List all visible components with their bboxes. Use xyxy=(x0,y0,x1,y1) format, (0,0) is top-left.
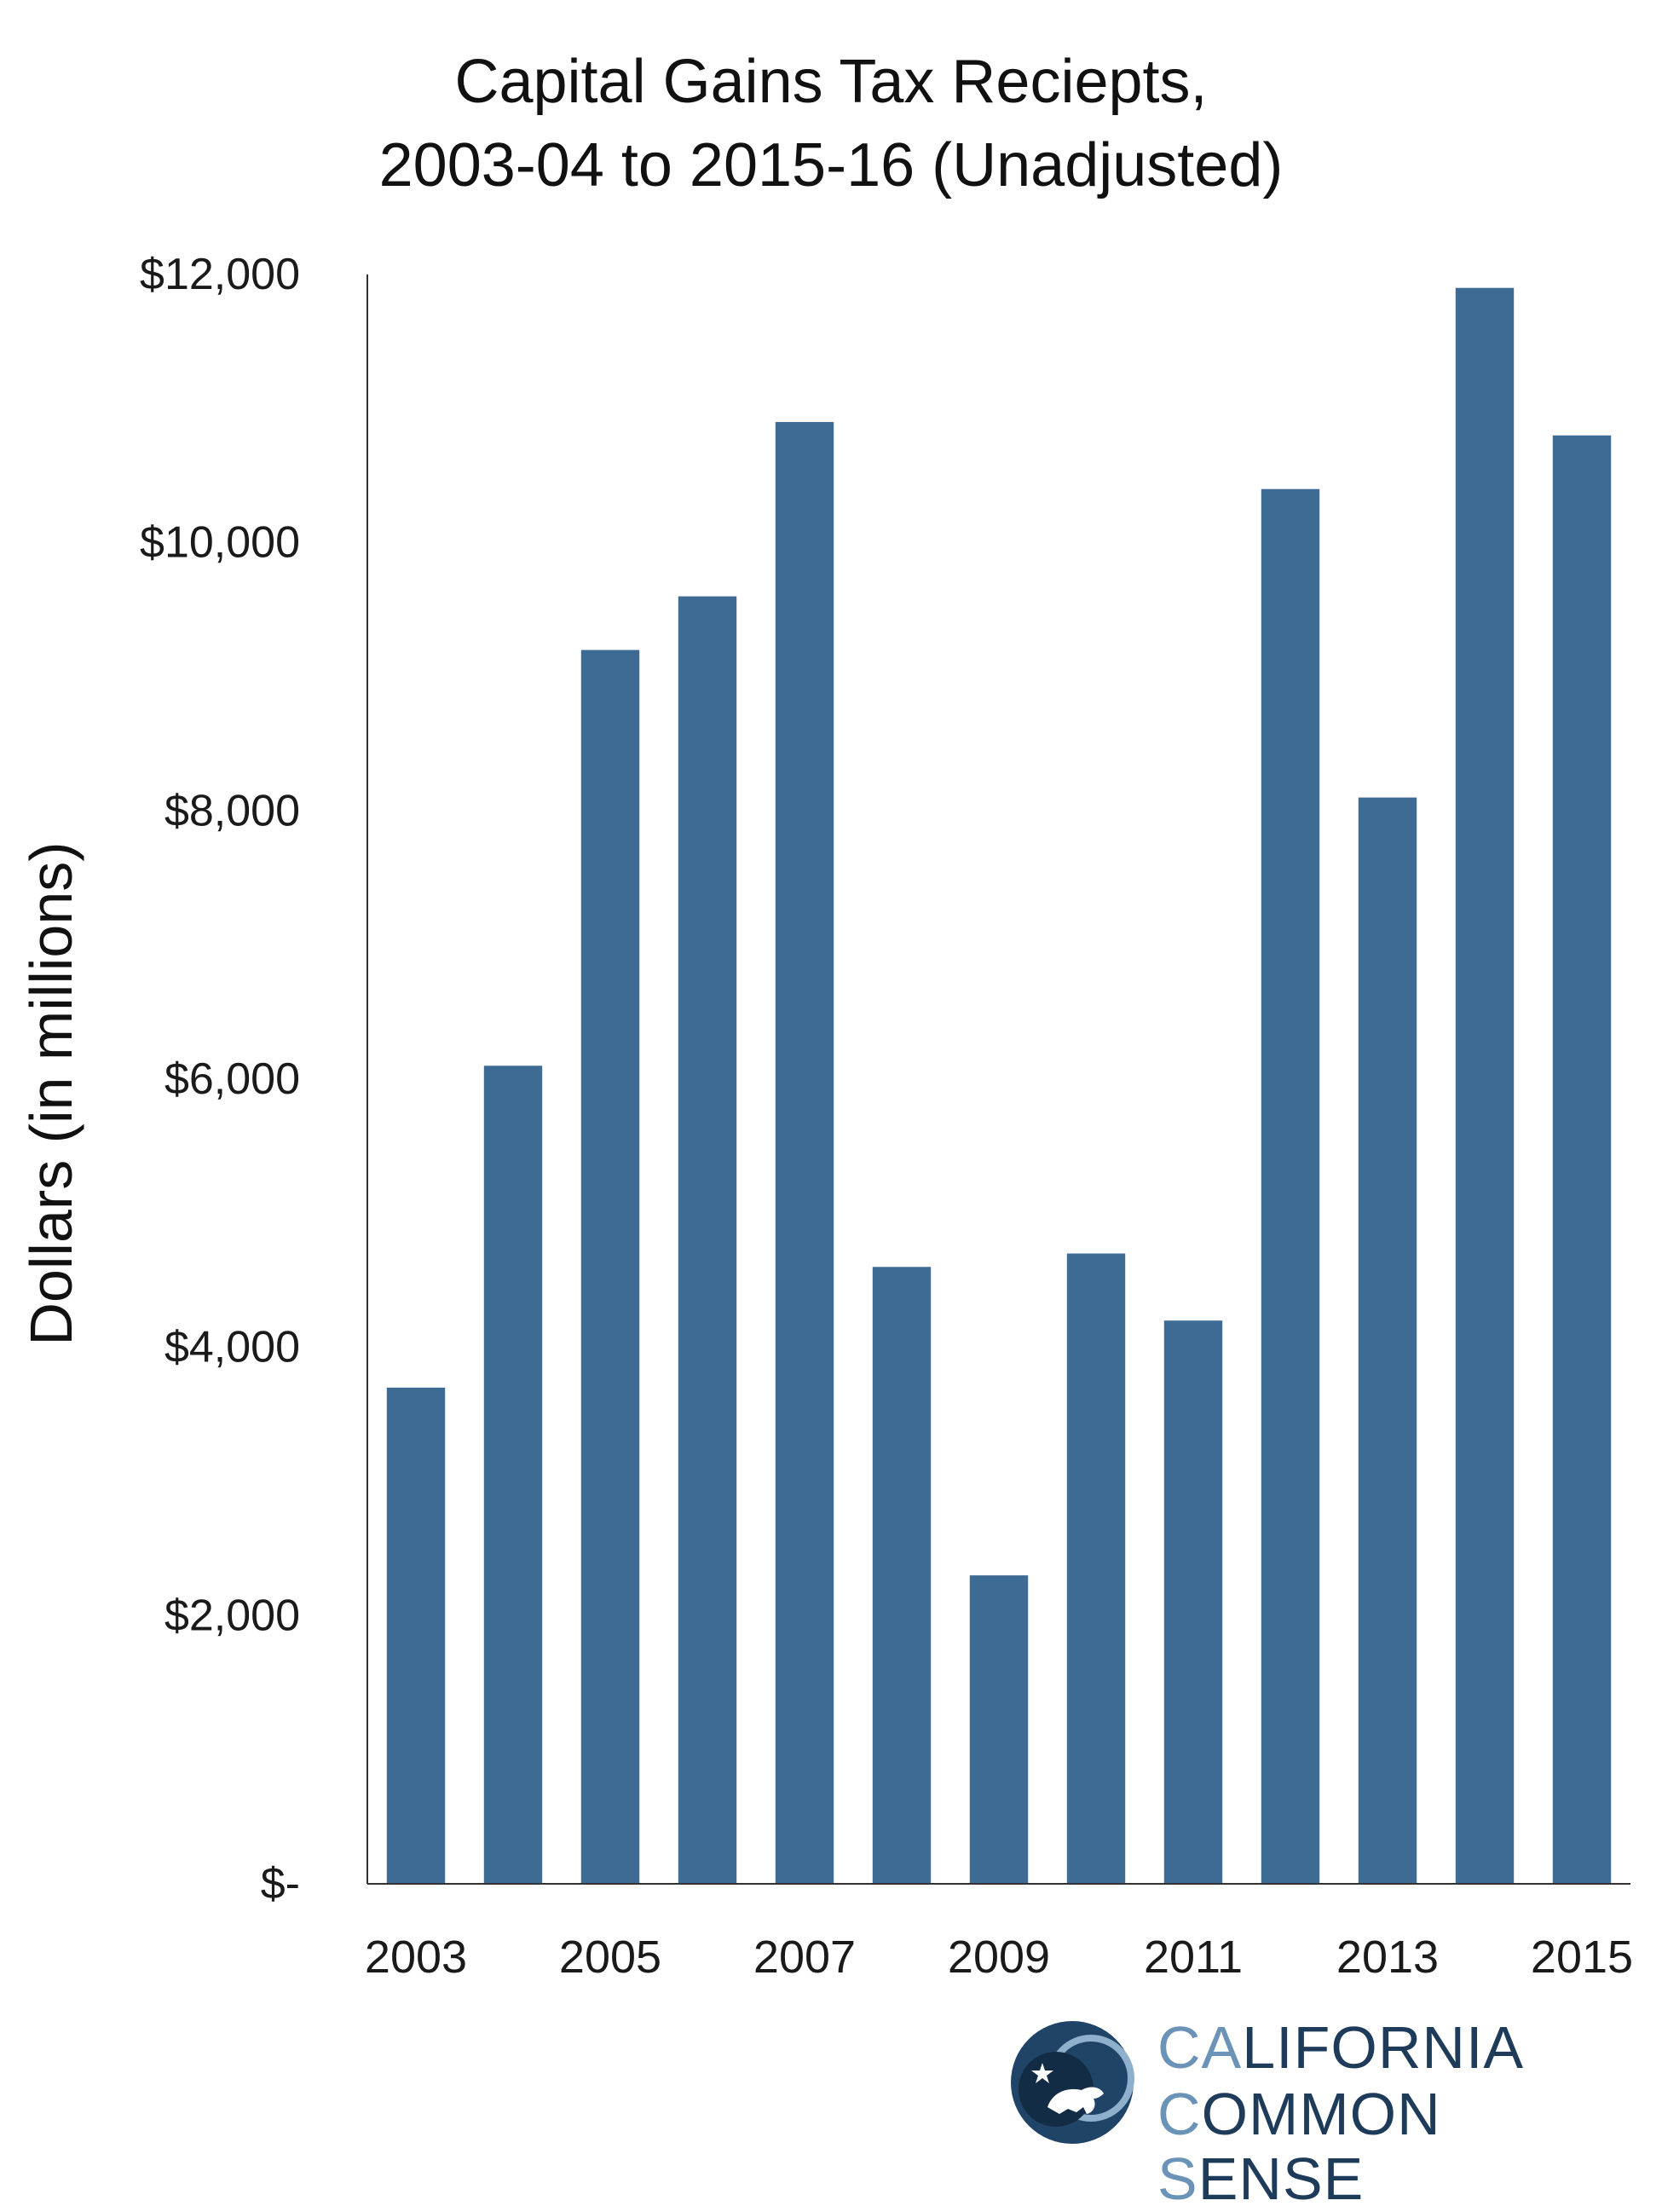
bar-2014 xyxy=(1456,288,1514,1884)
x-tick-label: 2015 xyxy=(1531,1932,1633,1983)
bear-seal-icon xyxy=(1008,2019,1140,2151)
x-tick-label: 2013 xyxy=(1336,1932,1439,1983)
x-tick-label: 2007 xyxy=(753,1932,856,1983)
bar-2011 xyxy=(1164,1320,1222,1884)
bar-2013 xyxy=(1359,798,1417,1884)
logo-text-common-sense: COMMON SENSE xyxy=(1157,2082,1630,2211)
bar-2007 xyxy=(776,422,834,1884)
bar-2010 xyxy=(1067,1254,1125,1884)
bar-2004 xyxy=(484,1066,542,1884)
x-tick-labels: 2003 2005 2007 2009 2011 2013 2015 xyxy=(365,1932,1633,1983)
bar-2015 xyxy=(1553,436,1611,1884)
y-tick-labels: $- $2,000 $4,000 $6,000 $8,000 $10,000 $12,000 xyxy=(140,250,300,1909)
bar-2008 xyxy=(873,1267,931,1884)
logo-text-part: S xyxy=(1157,2146,1198,2212)
x-tick-label: 2009 xyxy=(948,1932,1050,1983)
bars-group xyxy=(387,288,1611,1884)
y-tick-label: $6,000 xyxy=(164,1054,300,1104)
california-common-sense-logo: CALIFORNIA COMMON SENSE xyxy=(1008,2019,1630,2146)
y-tick-label: $- xyxy=(261,1859,300,1909)
logo-text-california: CALIFORNIA xyxy=(1157,2015,1524,2080)
x-tick-label: 2011 xyxy=(1144,1932,1243,1983)
bar-2006 xyxy=(678,597,736,1884)
logo-text-part: LIFORNIA xyxy=(1242,2014,1524,2081)
y-tick-label: $2,000 xyxy=(164,1591,300,1640)
logo-text-part: ENSE xyxy=(1198,2146,1365,2212)
y-tick-label: $10,000 xyxy=(140,518,300,568)
logo-text-part: C xyxy=(1157,2081,1202,2147)
y-tick-label: $12,000 xyxy=(140,250,300,299)
bar-2003 xyxy=(387,1388,445,1884)
x-tick-label: 2003 xyxy=(365,1932,467,1983)
logo-text-part: OMMON xyxy=(1202,2081,1441,2147)
y-axis-title: Dollars (in millions) xyxy=(18,841,84,1345)
bar-2012 xyxy=(1261,489,1319,1884)
logo-text-part: CA xyxy=(1157,2014,1242,2081)
bar-2005 xyxy=(581,650,639,1884)
x-tick-label: 2005 xyxy=(559,1932,661,1983)
bar-2009 xyxy=(970,1575,1028,1884)
y-tick-label: $4,000 xyxy=(164,1323,300,1372)
y-tick-label: $8,000 xyxy=(164,786,300,835)
